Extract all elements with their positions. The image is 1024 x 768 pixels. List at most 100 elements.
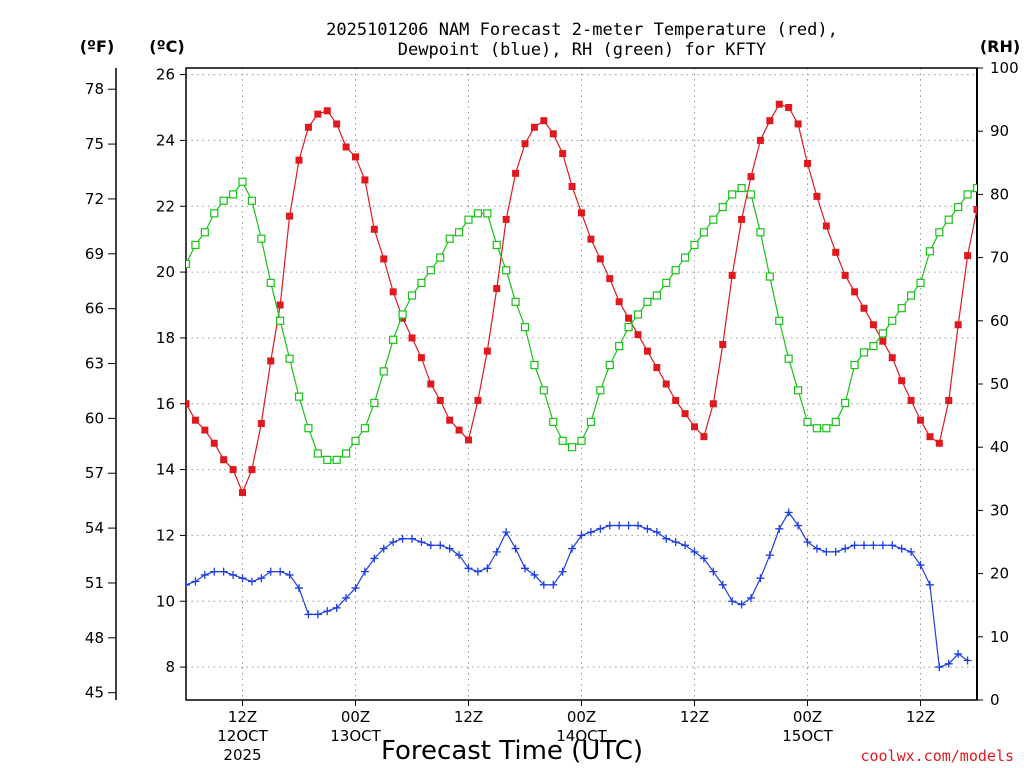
x-tick-label-time: 00Z [341, 708, 370, 726]
dewpoint-point [737, 600, 746, 609]
rh-tick-label: 70 [990, 249, 1009, 267]
dewpoint-point [238, 574, 247, 583]
dewpoint-point [257, 574, 266, 583]
rh-point [577, 436, 586, 445]
temperature-point [747, 173, 755, 181]
dewpoint-point [586, 528, 595, 537]
dewpoint-point [568, 544, 577, 553]
rh-point [436, 253, 445, 262]
temperature-point [681, 410, 689, 418]
temperature-point [804, 159, 811, 167]
dewpoint-point [398, 534, 407, 543]
dewpoint-point [634, 521, 642, 530]
x-tick-label-time: 12Z [454, 708, 483, 726]
dewpoint-point [417, 538, 426, 546]
dewpoint-point [464, 564, 473, 573]
rh-point [0, 418, 7, 425]
dewpoint-point [878, 541, 887, 550]
rh-point [454, 228, 464, 237]
temperature-series [0, 100, 977, 497]
temperature-point [502, 215, 510, 223]
rh-point [709, 215, 718, 224]
x-tick-label-time: 12Z [228, 708, 257, 726]
dewpoint-point [502, 528, 511, 537]
rh-tick-label: 30 [990, 501, 1009, 519]
celsius-unit-label: (ºC) [149, 37, 184, 56]
dewpoint-point [313, 610, 322, 619]
rh-tick-label: 50 [990, 375, 1009, 393]
rh-point [285, 354, 294, 363]
dewpoint-point [718, 580, 727, 589]
rh-point [228, 190, 238, 199]
dewpoint-point [803, 538, 812, 546]
temperature-point [954, 321, 962, 329]
temperature-point [822, 222, 830, 230]
temperature-point [625, 314, 633, 322]
rh-point [247, 196, 257, 205]
dewpoint-point [191, 577, 200, 586]
rh-point [313, 449, 322, 458]
rh-point [398, 310, 407, 319]
dewpoint-point [370, 554, 379, 563]
x-tick-label-time: 00Z [793, 708, 822, 726]
rh-point [219, 196, 228, 205]
temperature-point [257, 420, 265, 427]
temperature-point [672, 396, 680, 404]
fahrenheit-tick-label: 57 [85, 464, 104, 482]
dewpoint-point [671, 538, 680, 546]
chart-title-line-1: 2025101206 NAM Forecast 2-meter Temperat… [326, 20, 838, 40]
dewpoint-point [521, 564, 529, 573]
temperature-point [417, 354, 425, 362]
dewpoint-point [483, 564, 492, 573]
temperature-point [832, 248, 840, 256]
rh-point [850, 360, 859, 370]
rh-point [699, 228, 709, 237]
rh-point [492, 240, 501, 250]
x-tick-label-date: 14OCT [556, 727, 607, 745]
rh-point [624, 323, 633, 332]
dewpoint-point [944, 659, 953, 668]
dewpoint-point [643, 524, 652, 533]
rh-point [417, 278, 426, 287]
temperature-point [389, 288, 397, 296]
dewpoint-point [379, 544, 388, 553]
temperature-point [615, 298, 623, 306]
temperature-point [352, 153, 359, 161]
temperature-point [446, 416, 454, 424]
celsius-tick-label: 18 [156, 329, 175, 347]
source-credit: coolwx.com/models [860, 747, 1014, 765]
dewpoint-point [323, 607, 332, 616]
dewpoint-point [662, 534, 671, 543]
temperature-point [926, 433, 934, 441]
temperature-point [851, 288, 859, 296]
x-tick-label-time: 00Z [567, 708, 596, 726]
temperature-point [634, 331, 642, 339]
rh-point [897, 304, 906, 313]
rh-point [954, 202, 963, 212]
temperature-point [775, 100, 783, 108]
dewpoint-point [728, 597, 737, 606]
rh-point [906, 291, 916, 300]
rh-point [812, 424, 822, 433]
dewpoint-point [511, 544, 520, 553]
fahrenheit-tick-label: 48 [85, 629, 104, 647]
temperature-point [361, 176, 369, 184]
dewpoint-point [186, 580, 190, 589]
dewpoint-point [615, 521, 624, 530]
dewpoint-point [605, 521, 614, 530]
temperature-point [455, 426, 463, 434]
rh-point [191, 240, 200, 250]
rh-point [567, 443, 577, 452]
rh-point [407, 291, 417, 300]
temperature-point [521, 140, 529, 148]
dewpoint-point [539, 580, 548, 589]
x-tick-label-date: 13OCT [330, 727, 381, 745]
dewpoint-point [229, 570, 238, 579]
dewpoint-point [869, 541, 878, 550]
rh-point [662, 278, 671, 287]
rh-point [200, 228, 209, 237]
rh-point [539, 386, 548, 395]
celsius-tick-label: 12 [156, 526, 175, 544]
temperature-point [578, 209, 585, 217]
temperature-point [0, 120, 7, 127]
